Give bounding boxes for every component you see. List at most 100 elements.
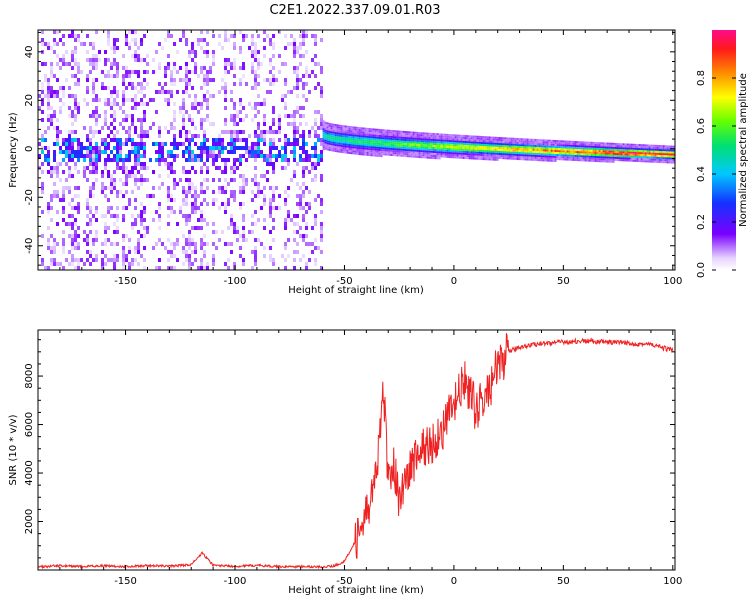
spectrogram-cell [392, 154, 395, 157]
spectrogram-cell [236, 226, 239, 230]
spectrogram-cell [302, 130, 305, 134]
spectrogram-cell [412, 145, 415, 148]
spectrogram-cell [128, 126, 131, 130]
spectrogram-cell [293, 86, 296, 90]
spectrogram-cell [468, 151, 471, 154]
spectrogram-cell [59, 146, 62, 150]
spectrogram-cell [476, 153, 479, 156]
spectrogram-cell [302, 206, 305, 210]
spectrogram-cell [572, 154, 575, 157]
spectrogram-cell [134, 42, 137, 46]
spectrogram-cell [116, 90, 119, 94]
spectrogram-cell [125, 190, 128, 194]
spectrogram-cell [416, 153, 419, 156]
spectrogram-cell [546, 153, 549, 156]
spectrogram-cell [191, 118, 194, 122]
spectrogram-cell [346, 143, 349, 146]
spectrogram-cell [496, 138, 499, 141]
spectrogram-cell [540, 143, 543, 146]
spectrogram-cell [492, 144, 495, 147]
spectrogram-cell [654, 144, 657, 147]
spectrogram-cell [350, 132, 353, 135]
spectrogram-cell [317, 138, 320, 142]
spectrogram-cell [532, 158, 535, 161]
spectrogram-cell [410, 155, 413, 158]
spectrogram-cell [556, 154, 559, 157]
spectrogram-cell [426, 132, 429, 135]
spectrogram-cell [245, 178, 248, 182]
spectrogram-cell [308, 202, 311, 206]
spectrogram-cell [352, 130, 355, 133]
spectrogram-cell [444, 145, 447, 148]
spectrogram-cell [432, 142, 435, 145]
spectrogram-cell [434, 133, 437, 136]
spectrogram-cell [484, 138, 487, 141]
spectrogram-cell [490, 150, 493, 153]
spectrogram-cell [612, 158, 615, 161]
spectrogram-cell [628, 145, 631, 148]
spectrogram-cell [194, 66, 197, 70]
spectrogram-cell [296, 126, 299, 130]
spectrogram-cell [296, 86, 299, 90]
spectrogram-cell [496, 158, 499, 161]
spectrogram-cell [430, 140, 433, 143]
spectrogram-cell [404, 137, 407, 140]
spectrogram-cell [110, 114, 113, 118]
spectrogram-cell [558, 142, 561, 145]
spectrogram-cell [218, 34, 221, 38]
spectrogram-cell [546, 145, 549, 148]
spectrogram-cell [402, 132, 405, 135]
spectrogram-cell [74, 194, 77, 198]
spectrogram-cell [336, 144, 339, 147]
spectrogram-cell [440, 149, 443, 152]
spectrogram-cell [305, 210, 308, 214]
spectrogram-cell [452, 144, 455, 147]
spectrogram-cell [104, 98, 107, 102]
spectrogram-cell [434, 157, 437, 160]
spectrogram-cell [128, 42, 131, 46]
spectrogram-cell [362, 145, 365, 148]
spectrogram-cell [134, 54, 137, 58]
spectrogram-cell [293, 70, 296, 74]
spectrogram-cell [522, 146, 525, 149]
spectrogram-cell [480, 139, 483, 142]
spectrogram-cell [386, 149, 389, 152]
spectrogram-cell [182, 78, 185, 82]
spectrogram-cell [152, 58, 155, 62]
spectrogram-cell [386, 129, 389, 132]
spectrogram-cell [590, 141, 593, 144]
spectrogram-cell [564, 154, 567, 157]
spectrogram-cell [317, 62, 320, 66]
spectrogram-cell [152, 70, 155, 74]
spectrogram-cell [494, 158, 497, 161]
spectrogram-cell [440, 153, 443, 156]
spectrogram-cell [200, 214, 203, 218]
spectrogram-cell [293, 230, 296, 234]
spectrogram-cell [62, 62, 65, 66]
spectrogram-cell [406, 151, 409, 154]
spectrogram-cell [164, 246, 167, 250]
spectrogram-cell [65, 162, 68, 166]
spectrogram-cell [263, 138, 266, 142]
spectrogram-cell [86, 250, 89, 254]
spectrogram-cell [398, 154, 401, 157]
spectrogram-cell [660, 153, 663, 156]
spectrogram-cell [143, 102, 146, 106]
spectrogram-cell [334, 144, 337, 147]
spectrogram-cell [504, 149, 507, 152]
spectrogram-cell [122, 102, 125, 106]
spectrogram-cell [254, 102, 257, 106]
spectrogram-cell [263, 54, 266, 58]
spectrogram-cell [460, 134, 463, 137]
spectrogram-cell [564, 144, 567, 147]
spectrogram-cell [484, 156, 487, 159]
spectrogram-cell [296, 110, 299, 114]
spectrogram-cell [400, 140, 403, 143]
spectrogram-cell [630, 155, 633, 158]
spectrogram-cells [38, 30, 675, 270]
spectrogram-cell [305, 74, 308, 78]
spectrogram-cell [448, 150, 451, 153]
spectrogram-cell [206, 186, 209, 190]
spectrogram-cell [122, 238, 125, 242]
